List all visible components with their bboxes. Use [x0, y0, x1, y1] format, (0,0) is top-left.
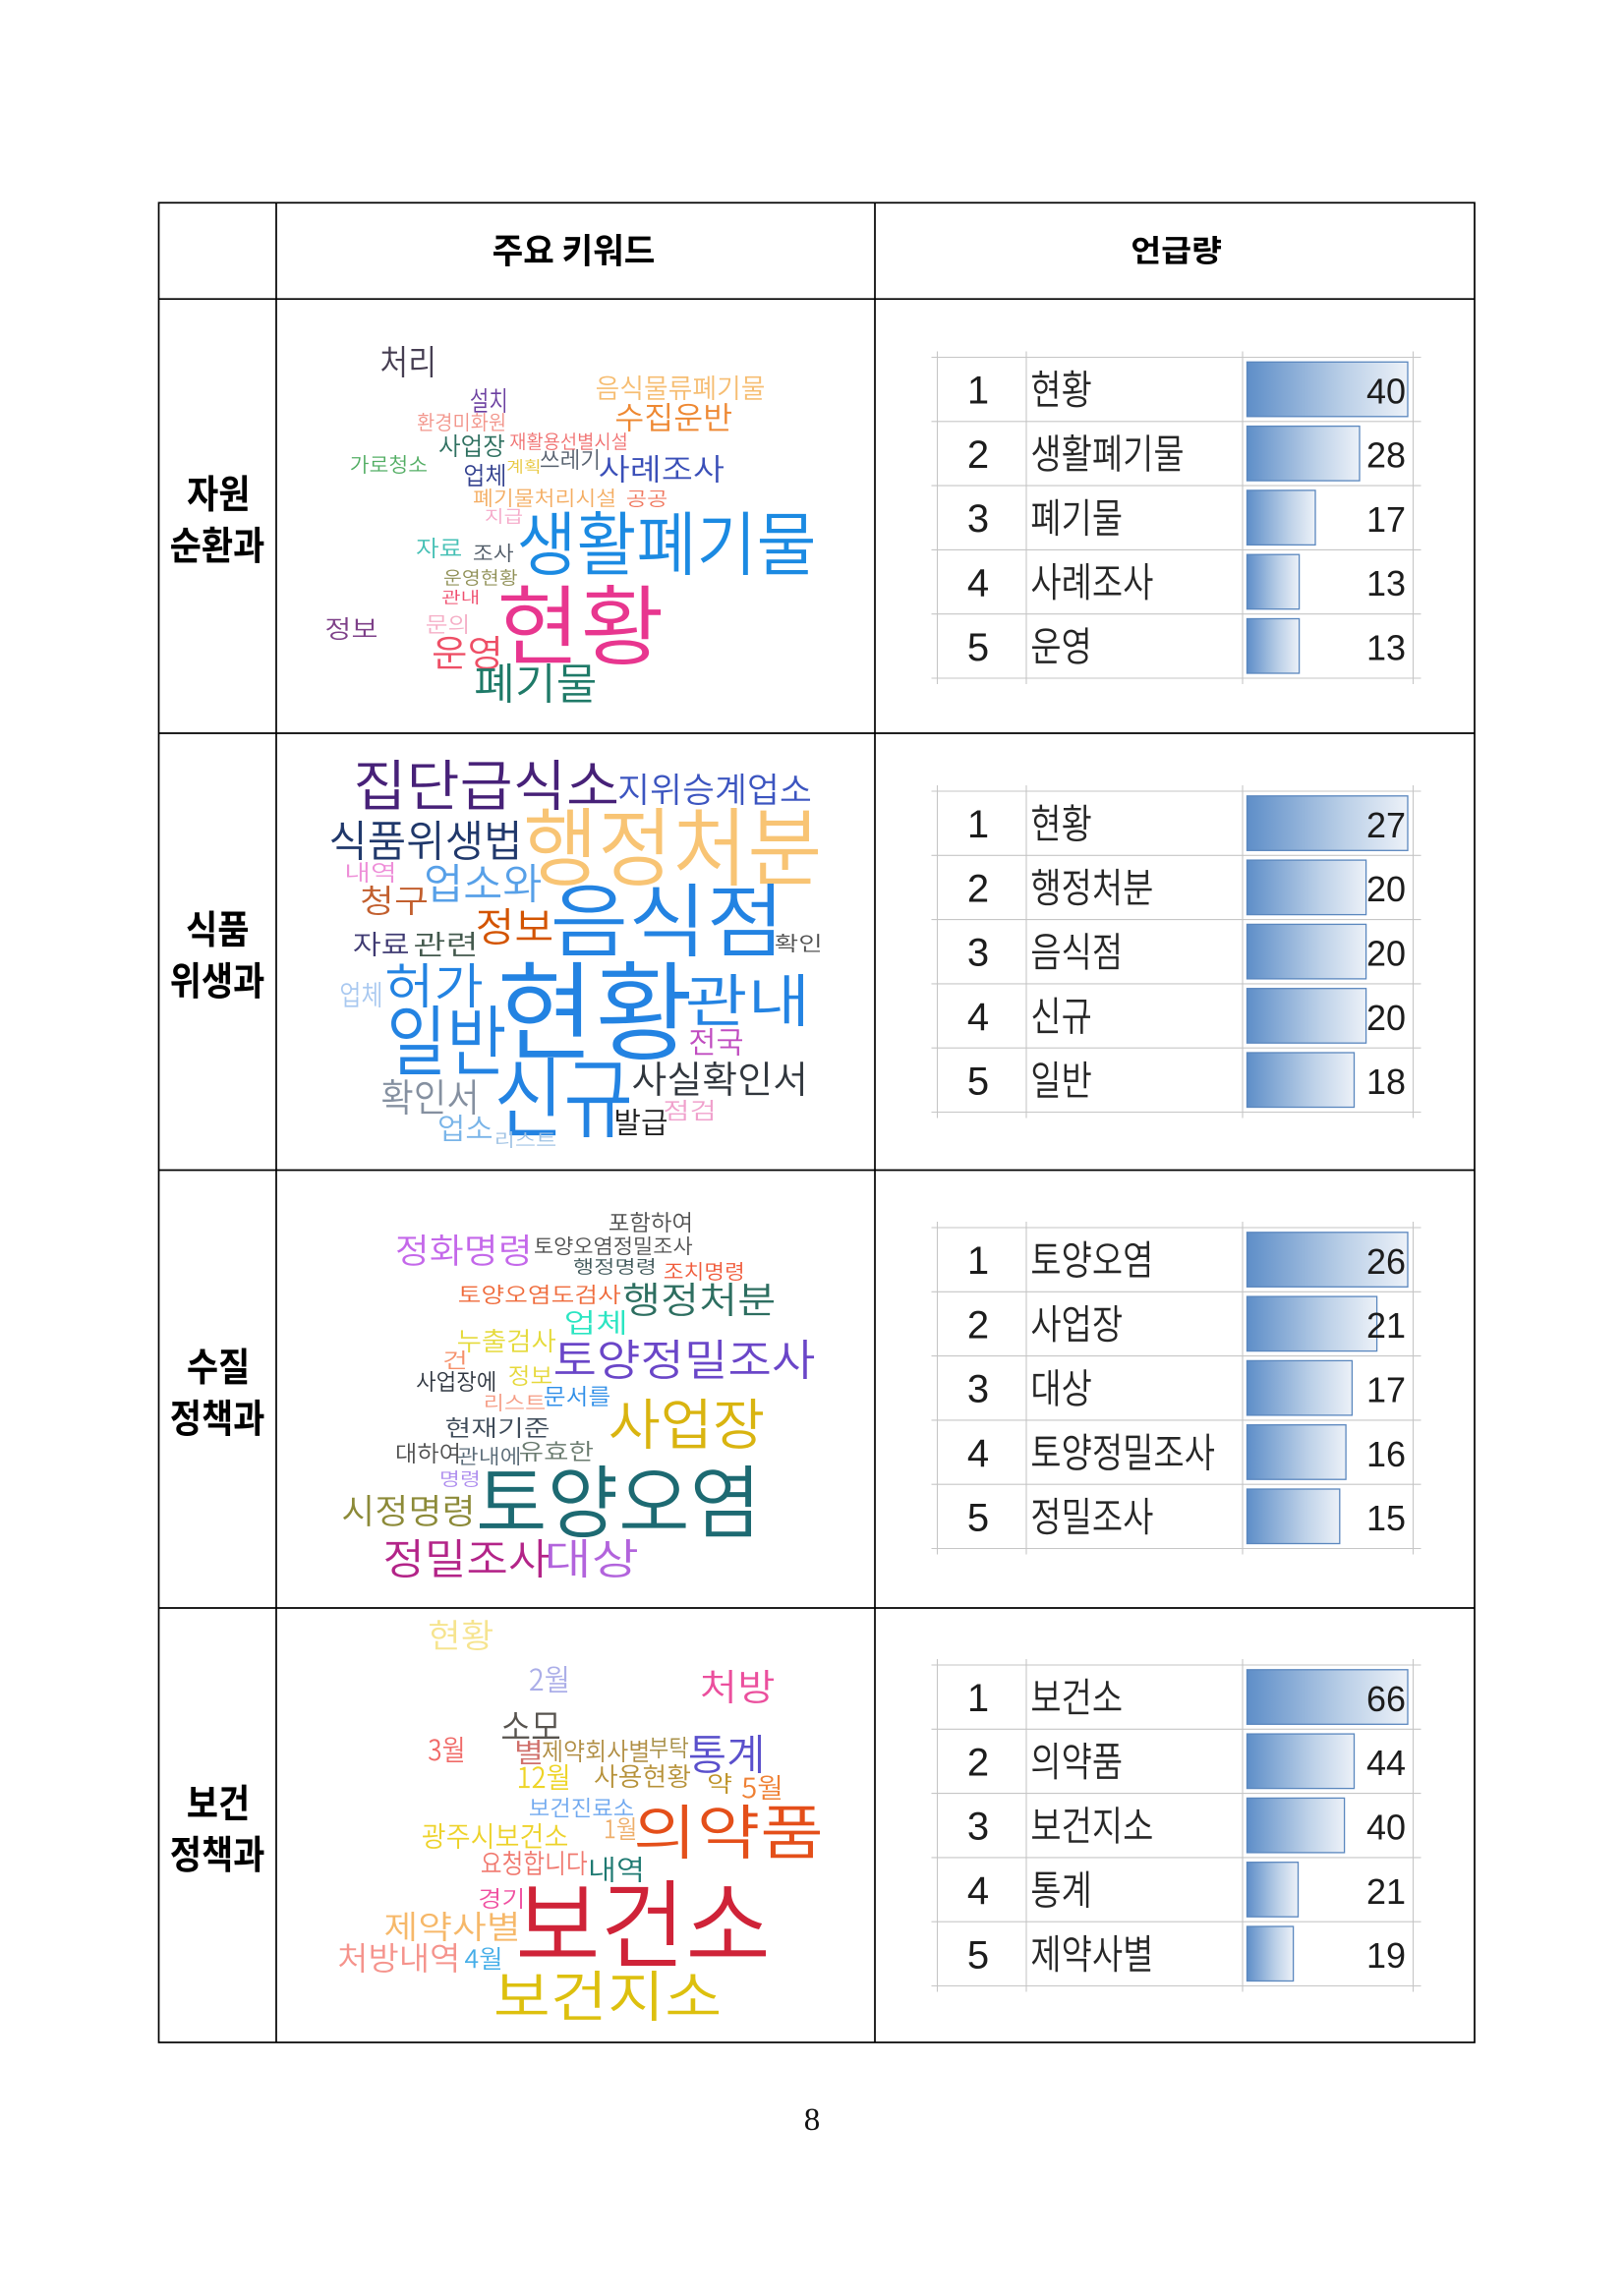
- svg-text:3: 3: [967, 1368, 989, 1411]
- svg-text:18: 18: [1366, 1062, 1406, 1102]
- svg-text:2: 2: [967, 1303, 989, 1347]
- svg-text:16: 16: [1366, 1434, 1406, 1474]
- svg-text:4: 4: [967, 1432, 989, 1475]
- svg-text:1: 1: [967, 1677, 989, 1720]
- svg-text:1: 1: [967, 1239, 989, 1283]
- svg-text:4: 4: [967, 561, 989, 604]
- svg-text:8: 8: [804, 2102, 821, 2138]
- svg-text:1: 1: [967, 370, 989, 413]
- svg-text:4: 4: [967, 996, 989, 1039]
- svg-text:4: 4: [967, 1869, 989, 1913]
- svg-text:2: 2: [967, 867, 989, 910]
- svg-text:44: 44: [1366, 1743, 1406, 1783]
- svg-text:66: 66: [1366, 1679, 1406, 1719]
- svg-text:21: 21: [1366, 1305, 1406, 1346]
- svg-text:2: 2: [967, 1741, 989, 1784]
- svg-text:40: 40: [1366, 1808, 1406, 1848]
- svg-text:28: 28: [1366, 435, 1406, 476]
- svg-text:3: 3: [967, 932, 989, 975]
- svg-text:13: 13: [1366, 628, 1406, 668]
- svg-text:20: 20: [1366, 869, 1406, 909]
- svg-text:26: 26: [1366, 1241, 1406, 1282]
- svg-text:17: 17: [1366, 499, 1406, 540]
- svg-text:20: 20: [1366, 998, 1406, 1038]
- svg-text:3: 3: [967, 497, 989, 541]
- svg-text:15: 15: [1366, 1498, 1406, 1538]
- svg-text:21: 21: [1366, 1871, 1406, 1912]
- svg-text:17: 17: [1366, 1370, 1406, 1410]
- svg-text:3: 3: [967, 1806, 989, 1849]
- svg-text:19: 19: [1366, 1935, 1406, 1976]
- svg-text:5: 5: [967, 1060, 989, 1103]
- svg-text:2: 2: [967, 433, 989, 477]
- svg-text:13: 13: [1366, 563, 1406, 603]
- svg-text:20: 20: [1366, 934, 1406, 974]
- svg-text:27: 27: [1366, 805, 1406, 845]
- svg-text:5: 5: [967, 1496, 989, 1539]
- svg-text:5: 5: [967, 1933, 989, 1977]
- svg-text:40: 40: [1366, 371, 1406, 411]
- svg-text:1: 1: [967, 803, 989, 846]
- svg-text:5: 5: [967, 626, 989, 669]
